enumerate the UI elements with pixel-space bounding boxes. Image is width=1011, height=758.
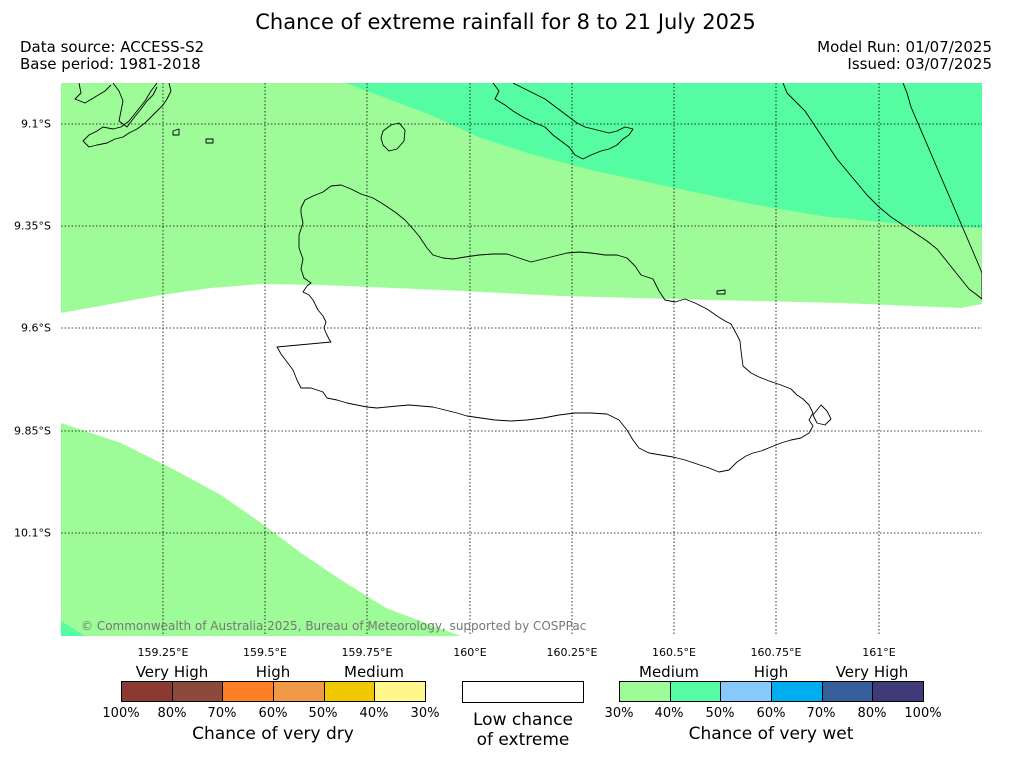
- wet-tick-7: 100%: [904, 706, 942, 721]
- coastline-malaita-west: [492, 83, 634, 160]
- wet-heading-medium: Medium: [639, 663, 699, 681]
- rainfall-map: [61, 83, 982, 636]
- wet-tick-1: 30%: [604, 706, 634, 721]
- base-period: Base period: 1981-2018: [20, 55, 201, 73]
- dry-tick-5: 50%: [308, 706, 338, 721]
- dry-heading-high: High: [255, 663, 291, 681]
- wet-caption: Chance of very wet: [688, 724, 854, 744]
- lat-label-1: 9.1°S: [21, 117, 51, 131]
- coastline-southeast-islets: [812, 404, 832, 426]
- dry-tick-4: 60%: [258, 706, 288, 721]
- coastline-rock-islet: [716, 289, 726, 295]
- wet-swatch-2: [670, 682, 722, 701]
- dry-heading-medium: Medium: [344, 663, 404, 681]
- coastline-islet-a: [172, 128, 180, 136]
- dry-heading-very-high: Very High: [135, 663, 209, 681]
- wet-tick-5: 70%: [806, 706, 836, 721]
- dry-tick-7: 30%: [410, 706, 440, 721]
- coastlines: [74, 83, 982, 473]
- data-source: Data source: ACCESS-S2: [20, 38, 205, 56]
- dry-swatch-4: [274, 682, 325, 701]
- dry-swatch-3: [223, 682, 275, 701]
- lon-label-2: 159.5°E: [243, 646, 287, 659]
- dry-tick-2: 80%: [157, 706, 187, 721]
- issued-date: Issued: 03/07/2025: [847, 55, 992, 73]
- wet-tick-3: 50%: [705, 706, 735, 721]
- copyright-notice: © Commonwealth of Australia 2025, Bureau…: [81, 619, 587, 633]
- wet-swatch-1: [620, 682, 671, 701]
- dry-swatch-6: [375, 682, 426, 701]
- wet-colorbar: [619, 681, 924, 702]
- lon-label-7: 160.75°E: [750, 646, 802, 659]
- graticule: [61, 83, 982, 636]
- region-medium-high-wet-corner: [61, 621, 85, 636]
- region-medium-wet-southwest: [61, 423, 461, 636]
- lon-label-3: 159.75°E: [341, 646, 393, 659]
- dry-swatch-1: [122, 682, 173, 701]
- lat-label-5: 10.1°S: [14, 526, 51, 540]
- model-run: Model Run: 01/07/2025: [817, 38, 992, 56]
- low-chance-line2: of extreme: [476, 730, 570, 750]
- wet-tick-4: 60%: [756, 706, 786, 721]
- lon-label-6: 160.5°E: [652, 646, 696, 659]
- wet-swatch-3: [721, 682, 773, 701]
- dry-swatch-2: [172, 682, 224, 701]
- coastline-florida-islands-west: [74, 83, 172, 148]
- lat-label-2: 9.35°S: [14, 219, 51, 233]
- coastline-islet-b: [205, 138, 214, 144]
- low-chance-label: Low chance of extreme: [473, 710, 573, 750]
- wet-swatch-5: [822, 682, 874, 701]
- dry-tick-3: 70%: [207, 706, 237, 721]
- wet-swatch-4: [772, 682, 823, 701]
- dry-colorbar: [121, 681, 426, 702]
- dry-caption: Chance of very dry: [192, 724, 354, 744]
- lon-label-5: 160.25°E: [546, 646, 598, 659]
- lon-label-8: 161°E: [862, 646, 896, 659]
- lon-label-1: 159.25°E: [137, 646, 189, 659]
- wet-heading-very-high: Very High: [835, 663, 909, 681]
- meta-right: Model Run: 01/07/2025 Issued: 03/07/2025: [817, 39, 992, 73]
- meta-left: Data source: ACCESS-S2 Base period: 1981…: [20, 39, 204, 73]
- map-title: Chance of extreme rainfall for 8 to 21 J…: [255, 10, 756, 34]
- lon-label-4: 160°E: [453, 646, 487, 659]
- lat-label-4: 9.85°S: [14, 424, 51, 438]
- dry-tick-1: 100%: [102, 706, 140, 721]
- wet-tick-2: 40%: [654, 706, 684, 721]
- coastline-malaita-east: [782, 83, 982, 300]
- low-chance-swatch: [462, 681, 584, 703]
- dry-swatch-5: [324, 682, 376, 701]
- coastline-island-north: [380, 122, 406, 152]
- coastline-guadalcanal: [276, 184, 814, 473]
- wet-tick-6: 80%: [857, 706, 887, 721]
- region-medium-high-wet-northeast: [346, 83, 982, 228]
- wet-swatch-6: [873, 682, 924, 701]
- wet-heading-high: High: [753, 663, 789, 681]
- low-chance-line1: Low chance: [473, 710, 573, 730]
- dry-tick-6: 40%: [359, 706, 389, 721]
- lat-label-3: 9.6°S: [21, 321, 51, 335]
